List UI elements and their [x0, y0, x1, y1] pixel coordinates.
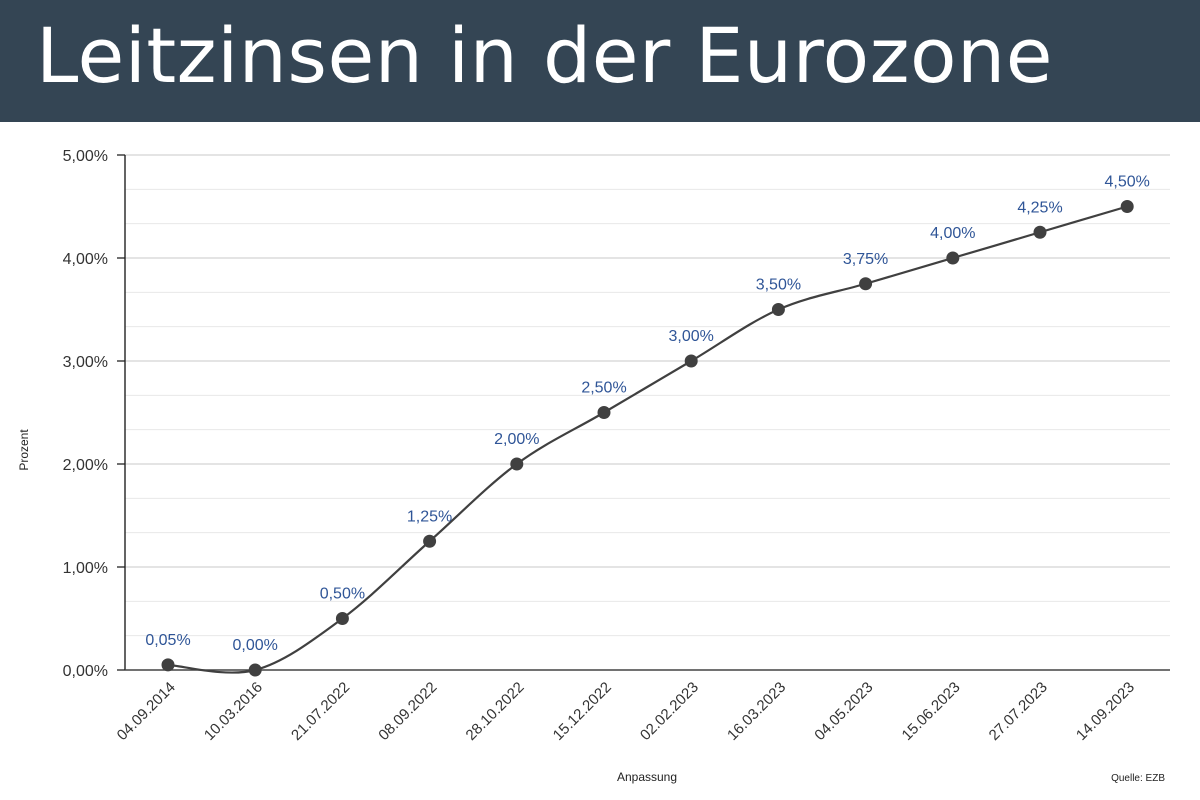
x-tick-label: 10.03.2016 [201, 679, 266, 744]
data-point [510, 457, 524, 471]
data-point [597, 406, 611, 419]
x-tick-label: 15.06.2023 [899, 679, 964, 744]
data-point [1033, 225, 1047, 239]
y-tick-label: 1,00% [63, 560, 108, 577]
data-point [248, 663, 262, 677]
data-label: 1,25% [407, 508, 452, 525]
gridlines [125, 154, 1170, 671]
series-line [167, 205, 1128, 674]
source-note: Quelle: EZB [1111, 773, 1165, 784]
title-banner: Leitzinsen in der Eurozone [0, 0, 1200, 122]
data-point [859, 277, 873, 291]
data-label: 3,75% [843, 251, 888, 268]
data-point [335, 612, 349, 625]
data-label: 3,50% [756, 277, 801, 294]
x-tick-label: 28.10.2022 [463, 679, 528, 744]
x-tick-label: 14.09.2023 [1073, 679, 1138, 744]
axes: 0,00% 1,00% 2,00% 3,00% 4,00% 5,00% 04.09.2014… [63, 148, 1170, 744]
data-point [771, 303, 785, 316]
data-point [423, 534, 437, 548]
data-point [946, 251, 960, 265]
x-tick-label: 27.07.2023 [986, 679, 1051, 744]
x-tick-label: 04.09.2014 [114, 679, 179, 744]
data-label: 4,50% [1105, 174, 1150, 191]
data-points: 0,05% 0,00% 0,50% 1,25% 2,00% 2,50% 3,00% 3,50%… [145, 174, 1150, 677]
data-label: 0,05% [145, 632, 190, 649]
y-tick-label: 2,00% [63, 457, 108, 474]
data-point [684, 354, 698, 368]
x-tick-label: 02.02.2023 [637, 679, 702, 744]
data-point [161, 658, 175, 672]
y-tick-label: 5,00% [63, 148, 108, 165]
y-tick-label: 0,00% [63, 663, 108, 680]
data-label: 2,50% [581, 380, 626, 397]
x-tick-label: 16.03.2023 [724, 679, 789, 744]
x-tick-label: 04.05.2023 [811, 679, 876, 744]
data-point [1120, 200, 1134, 213]
x-axis-label: Anpassung [617, 770, 677, 784]
page-title: Leitzinsen in der Eurozone [36, 11, 1053, 100]
x-tick-label: 21.07.2022 [288, 679, 353, 744]
data-label: 4,25% [1017, 199, 1062, 216]
data-label: 4,00% [930, 225, 975, 242]
data-label: 0,00% [233, 637, 278, 654]
data-label: 0,50% [320, 586, 365, 603]
y-tick-label: 4,00% [63, 251, 108, 268]
data-label: 3,00% [669, 328, 714, 345]
y-axis-label: Prozent [17, 429, 31, 471]
x-tick-label: 15.12.2022 [550, 679, 615, 744]
x-tick-label: 08.09.2022 [375, 679, 440, 744]
data-label: 2,00% [494, 431, 539, 448]
y-tick-label: 3,00% [63, 354, 108, 371]
